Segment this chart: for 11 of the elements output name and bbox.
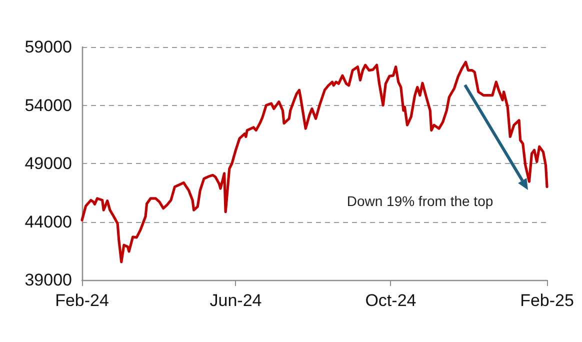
x-tick-label: Feb-25 — [520, 291, 574, 310]
x-tick-label: Oct-24 — [365, 291, 416, 310]
y-tick-label: 54000 — [24, 96, 72, 115]
line-series — [80, 60, 548, 264]
annotation: Down 19% from the top — [346, 193, 494, 209]
y-tick-label: 59000 — [24, 38, 72, 56]
y-tick-label: 39000 — [24, 270, 72, 290]
y-tick-label: 49000 — [24, 154, 72, 173]
x-tick-label: Jun-24 — [210, 291, 262, 310]
y-tick-label: 44000 — [24, 212, 72, 232]
x-tick-label: Feb-24 — [55, 291, 109, 310]
